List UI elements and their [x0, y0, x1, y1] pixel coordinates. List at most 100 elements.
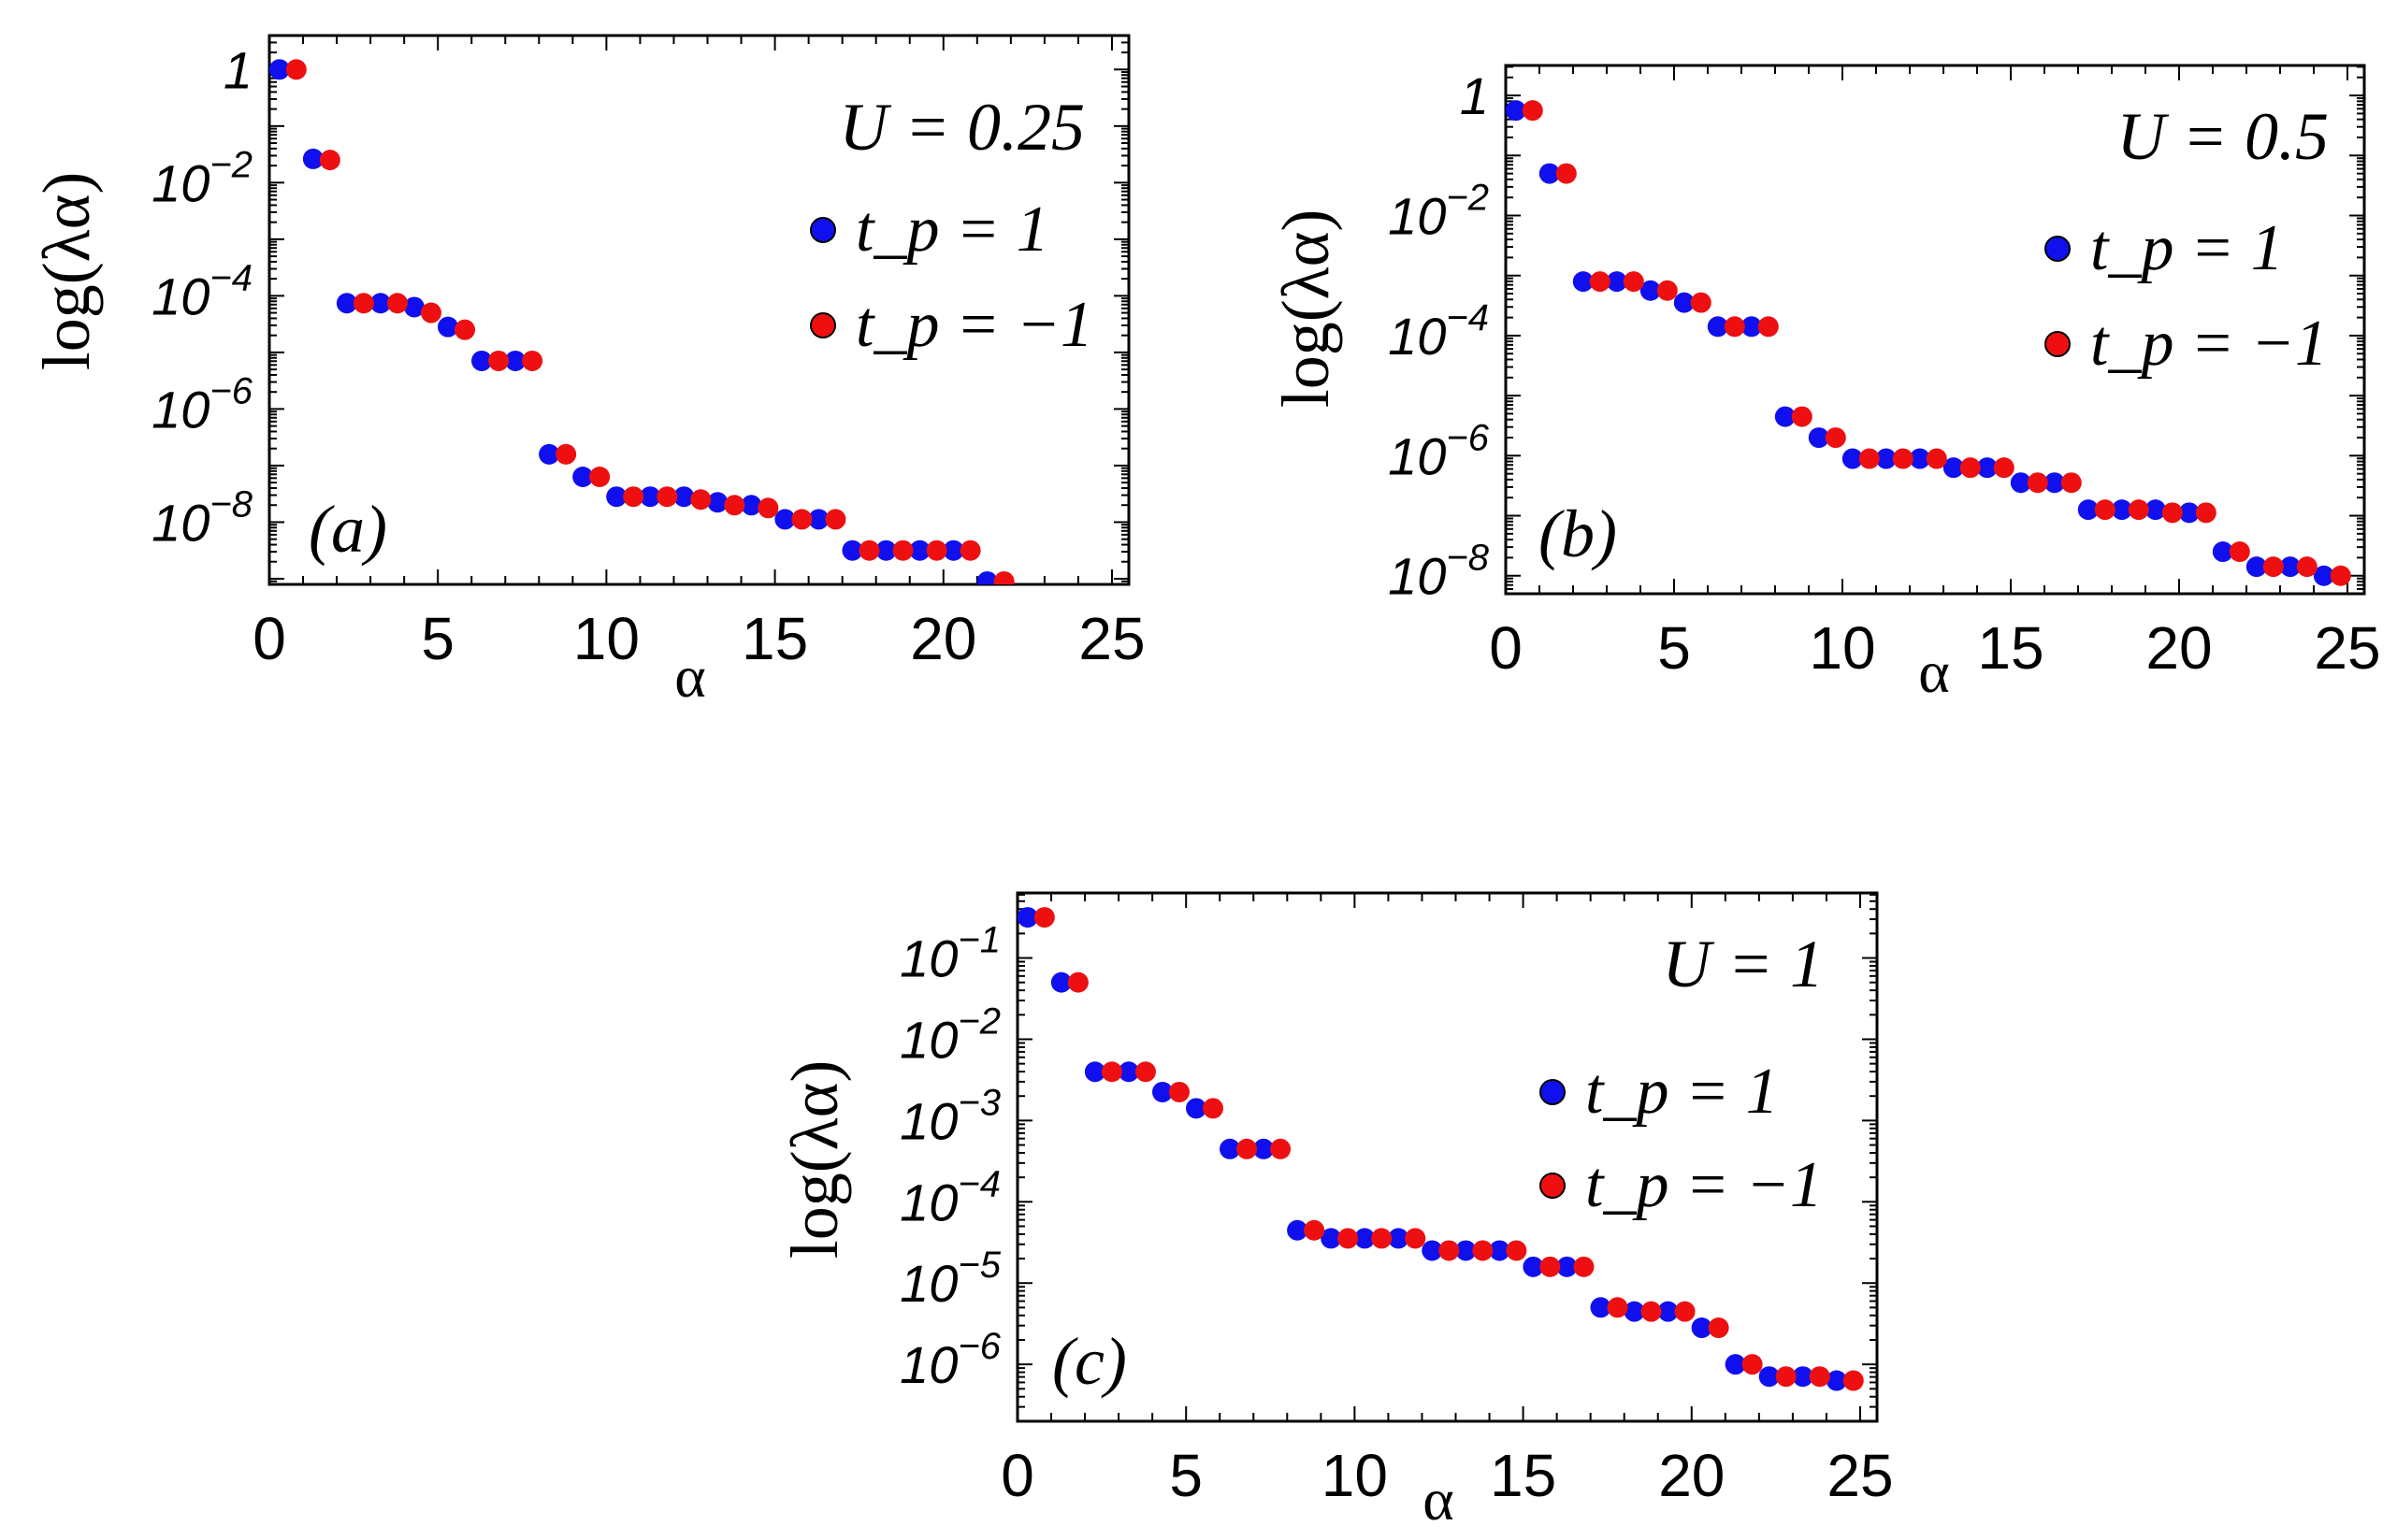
point-tp-minus1 [1741, 1354, 1763, 1375]
y-tick-exponent: −4 [958, 1163, 1001, 1204]
point-tp-plus1 [2245, 556, 2267, 578]
point-tp-minus1 [859, 540, 880, 561]
y-tick-exponent: −4 [209, 257, 253, 298]
point-tp-minus1 [386, 293, 408, 314]
point-tp-plus1 [2010, 472, 2031, 494]
point-tp-minus1 [1690, 292, 1711, 313]
point-tp-minus1 [1607, 1297, 1628, 1318]
y-tick-exponent: −1 [958, 920, 1001, 961]
point-tp-plus1 [909, 540, 931, 561]
u-annotation: U = 1 [1662, 927, 1824, 1001]
y-tick-exponent: −6 [958, 1326, 1001, 1367]
point-tp-minus1 [1809, 1366, 1830, 1388]
x-axis-label: α [1918, 639, 1950, 705]
x-tick-label: 5 [421, 605, 455, 672]
point-tp-plus1 [1740, 316, 1762, 338]
y-tick-base: 10 [1388, 426, 1446, 485]
point-tp-minus1 [1573, 1256, 1595, 1277]
point-tp-minus1 [319, 150, 340, 171]
plot-frame [1504, 64, 2366, 596]
point-tp-minus1 [1438, 1240, 1460, 1261]
x-tick-label: 10 [573, 605, 640, 672]
y-tick-base: 10 [900, 929, 958, 988]
legend-marker [810, 217, 836, 243]
point-tp-minus1 [1993, 457, 2014, 479]
point-tp-minus1 [758, 497, 779, 519]
point-tp-minus1 [1858, 448, 1880, 469]
y-tick-base: 1 [224, 40, 253, 99]
point-tp-minus1 [589, 467, 611, 488]
y-tick-exponent: −8 [209, 483, 253, 525]
point-tp-minus1 [2060, 472, 2082, 494]
point-tp-minus1 [1472, 1240, 1494, 1261]
x-tick-label: 15 [1977, 614, 2043, 682]
point-tp-minus1 [690, 489, 712, 511]
point-tp-minus1 [1168, 1081, 1190, 1102]
panel-label: (a) [309, 492, 387, 567]
point-tp-plus1 [640, 486, 661, 508]
point-tp-minus1 [1623, 271, 1644, 293]
point-tp-plus1 [606, 486, 628, 508]
y-tick-exponent: −4 [1446, 297, 1489, 338]
point-tp-minus1 [926, 540, 947, 561]
point-tp-minus1 [1270, 1138, 1292, 1159]
point-tp-plus1 [1186, 1098, 1207, 1119]
point-tp-plus1 [2077, 499, 2099, 521]
point-tp-plus1 [336, 293, 357, 314]
point-tp-plus1 [1422, 1240, 1443, 1261]
x-tick-label: 25 [2314, 614, 2380, 682]
point-tp-plus1 [1253, 1138, 1275, 1159]
point-tp-minus1 [1506, 1240, 1527, 1261]
point-tp-minus1 [1236, 1138, 1258, 1159]
y-tick-base: 10 [900, 1173, 958, 1231]
point-tp-minus1 [1101, 1061, 1122, 1083]
x-tick-label: 0 [253, 605, 286, 672]
point-tp-minus1 [1203, 1098, 1224, 1119]
u-annotation: U = 0.25 [839, 90, 1085, 165]
point-tp-plus1 [1976, 457, 1998, 479]
point-tp-plus1 [774, 509, 796, 530]
point-tp-minus1 [2262, 556, 2284, 578]
point-tp-plus1 [1388, 1228, 1409, 1249]
y-tick-base: 10 [1388, 307, 1446, 366]
y-tick-exponent: −2 [209, 144, 253, 185]
y-tick-label: 10−6 [1388, 417, 1490, 485]
legend-marker [2044, 236, 2071, 262]
x-tick-label: 5 [1657, 614, 1691, 682]
y-tick-label: 10−1 [900, 920, 1001, 988]
y-axis-label: log(λα) [1268, 209, 1343, 409]
y-tick-label: 10−3 [900, 1082, 1001, 1150]
y-tick-exponent: −2 [1446, 178, 1489, 219]
point-tp-minus1 [285, 59, 307, 80]
legend-marker [2044, 331, 2071, 357]
point-tp-plus1 [1707, 316, 1728, 338]
point-tp-plus1 [438, 316, 459, 338]
point-tp-minus1 [420, 302, 441, 324]
legend-label: t_p = 1 [856, 194, 1049, 266]
point-tp-plus1 [1875, 448, 1897, 469]
point-tp-minus1 [1539, 1256, 1561, 1277]
point-tp-plus1 [943, 540, 964, 561]
point-tp-plus1 [505, 350, 527, 371]
point-tp-minus1 [1371, 1228, 1393, 1249]
point-tp-minus1 [1304, 1219, 1325, 1241]
point-tp-minus1 [1724, 316, 1745, 338]
y-axis-label: log(λα) [777, 1060, 852, 1259]
y-tick-base: 10 [152, 266, 209, 325]
point-tp-plus1 [403, 296, 425, 318]
point-tp-minus1 [2027, 472, 2048, 494]
point-tp-plus1 [1572, 271, 1594, 293]
point-tp-plus1 [673, 486, 695, 508]
point-tp-minus1 [1589, 271, 1610, 293]
point-tp-plus1 [539, 443, 560, 465]
y-tick-base: 10 [900, 1010, 958, 1069]
x-tick-label: 5 [1169, 1442, 1203, 1509]
y-tick-base: 10 [152, 380, 209, 439]
x-tick-label: 25 [1827, 1442, 1893, 1509]
legend: t_p = 1 t_p = −1 [2044, 212, 2328, 380]
point-tp-minus1 [2161, 502, 2183, 524]
point-tp-minus1 [993, 570, 1015, 584]
point-tp-minus1 [2094, 499, 2115, 521]
